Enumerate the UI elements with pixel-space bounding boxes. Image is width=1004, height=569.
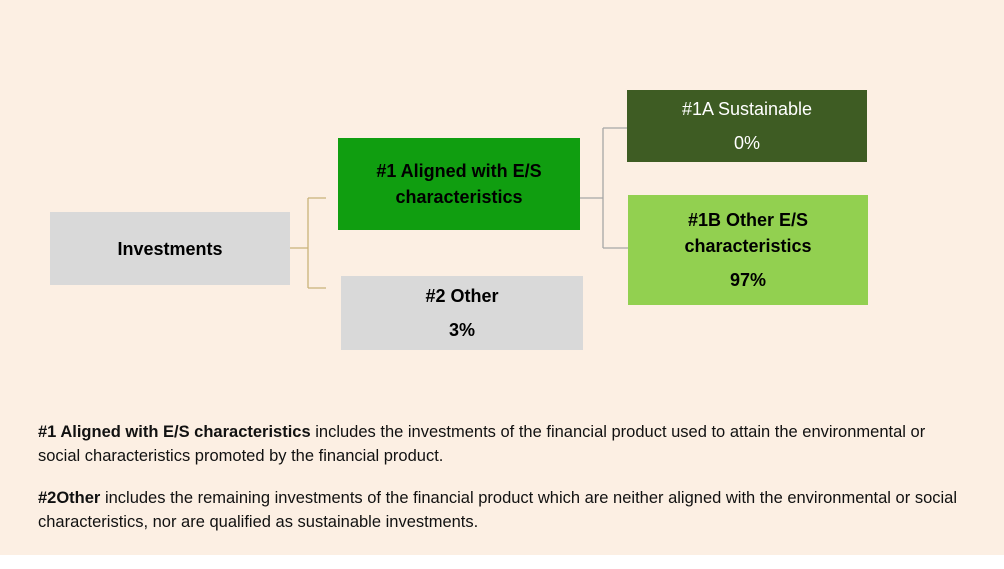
node-investments: Investments: [50, 212, 290, 285]
connectors: [290, 127, 628, 289]
node-value: 0%: [733, 133, 760, 153]
node-other: #2 Other 3%: [341, 276, 583, 350]
node-aligned: #1 Aligned with E/S characteristics: [338, 138, 580, 230]
node-sustainable: #1A Sustainable 0%: [627, 90, 867, 162]
note-term: #1 Aligned with E/S characteristics: [38, 423, 311, 441]
note: #2Other includes the remaining investmen…: [38, 486, 968, 534]
node-other-es: #1B Other E/S characteristics 97%: [628, 195, 868, 305]
node-label: #2 Other: [425, 286, 499, 306]
note: #1 Aligned with E/S characteristics incl…: [38, 420, 968, 468]
panel: Investments #1 Aligned with E/S characte…: [0, 0, 1004, 555]
note-text: includes the remaining investments of th…: [38, 489, 957, 531]
node-label: #1A Sustainable: [681, 99, 813, 119]
note-text: includes the investments of the financia…: [38, 423, 926, 465]
note-term: #2Other: [38, 489, 101, 507]
node-value: 97%: [729, 270, 767, 290]
node-label: #1B Other E/S characteristics: [684, 210, 812, 256]
node-label: #1 Aligned with E/S characteristics: [376, 161, 542, 207]
node-label: Investments: [117, 238, 223, 259]
node-value: 3%: [448, 320, 475, 340]
